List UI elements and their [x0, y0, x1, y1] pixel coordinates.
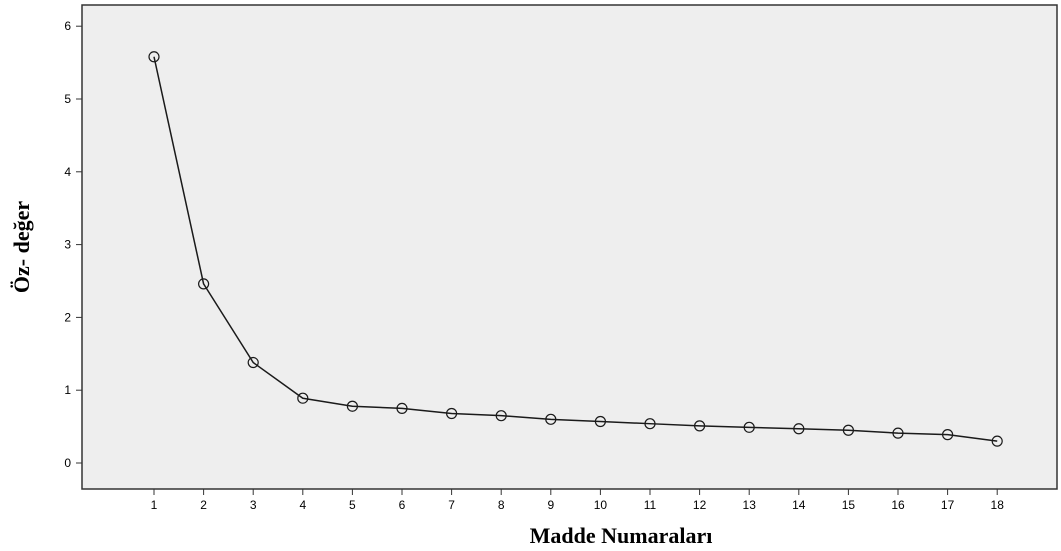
x-tick-label: 1	[151, 498, 158, 512]
data-point	[892, 427, 904, 439]
data-point	[396, 402, 408, 414]
x-tick-label: 8	[498, 498, 505, 512]
y-tick-label: 6	[64, 19, 71, 33]
x-tick-label: 6	[399, 498, 406, 512]
y-tick-label: 4	[64, 165, 71, 179]
x-tick-label: 2	[200, 498, 207, 512]
data-point	[346, 400, 358, 412]
x-tick-label: 12	[693, 498, 707, 512]
data-point	[495, 410, 507, 422]
x-tick-label: 4	[299, 498, 306, 512]
y-tick-label: 5	[64, 92, 71, 106]
data-point	[297, 392, 309, 404]
x-tick-label: 15	[842, 498, 856, 512]
x-tick-label: 9	[547, 498, 554, 512]
x-tick-label: 10	[594, 498, 608, 512]
data-point	[693, 420, 706, 432]
y-axis: 0 1 2 3 4 5 6	[64, 19, 82, 470]
data-point	[594, 415, 607, 428]
y-tick-label: 1	[64, 383, 71, 397]
x-tick-label: 18	[991, 498, 1005, 512]
x-tick-label: 3	[250, 498, 257, 512]
data-point	[991, 435, 1003, 447]
x-tick-label: 13	[743, 498, 757, 512]
x-tick-label: 16	[891, 498, 905, 512]
data-series	[148, 51, 1003, 447]
x-tick-label: 5	[349, 498, 356, 512]
series-line	[153, 56, 998, 442]
data-point	[644, 418, 656, 430]
data-point	[842, 424, 855, 436]
data-point	[148, 51, 160, 63]
x-tick-label: 7	[448, 498, 455, 512]
x-tick-label: 11	[644, 498, 657, 512]
data-point	[446, 407, 458, 420]
x-tick-label: 17	[941, 498, 955, 512]
y-axis-title: Öz- değer	[9, 201, 34, 293]
data-point	[198, 278, 210, 290]
data-point	[941, 429, 954, 441]
data-point	[247, 356, 259, 369]
x-axis: 1 2 3 4 5 6 7 8 9 10 11 12 13 14 15 16 17 18	[151, 489, 1005, 512]
y-tick-label: 0	[64, 456, 71, 470]
data-point	[743, 421, 755, 433]
x-axis-title: Madde Numaraları	[530, 523, 713, 548]
y-tick-label: 2	[64, 310, 71, 324]
data-point	[545, 413, 557, 425]
plot-area	[81, 4, 1058, 490]
y-tick-label: 3	[64, 238, 71, 252]
data-point	[793, 423, 805, 435]
x-tick-label: 14	[792, 498, 806, 512]
